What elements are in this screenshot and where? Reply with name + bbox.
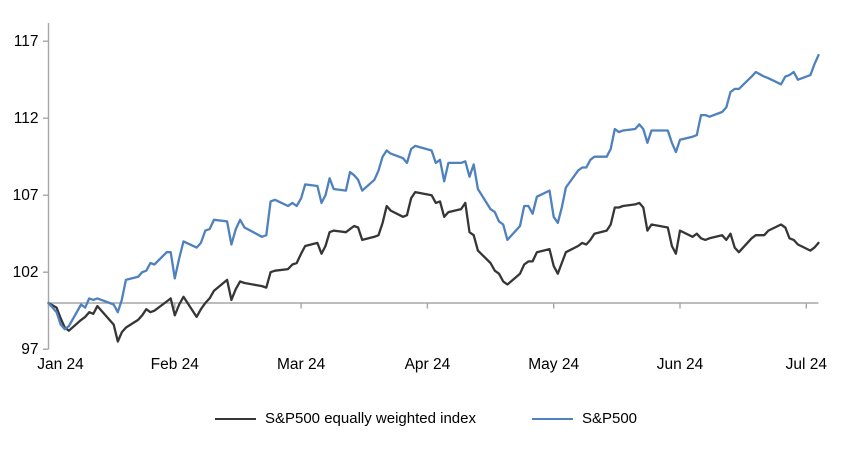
series-line-sp500 [47,53,820,331]
legend-item-sp500: S&P500 [531,410,638,427]
legend-label-sp500: S&P500 [581,410,638,427]
series-line-sp500ew [47,190,820,343]
y-tick-label: 112 [14,110,39,127]
x-tick-label: Jul 24 [786,356,828,373]
legend-line-sample-sp500 [531,417,573,420]
x-tick-label: Feb 24 [151,356,200,373]
legend-line-sample-sp500ew [214,417,256,420]
x-tick-label: Mar 24 [277,356,326,373]
x-tick-label: May 24 [528,356,579,373]
x-tick-label: Jun 24 [657,356,704,373]
legend-label-sp500ew: S&P500 equally weighted index [264,410,476,427]
y-tick-label: 107 [13,187,39,204]
chart-legend: S&P500 equally weighted index S&P500 [0,411,852,426]
y-tick-label: 102 [13,264,39,281]
legend-item-sp500ew: S&P500 equally weighted index [214,410,476,427]
y-tick-label: 97 [21,341,38,358]
y-tick-label: 117 [14,33,39,50]
x-tick-label: Jan 24 [37,356,84,373]
x-tick-label: Apr 24 [405,356,451,373]
